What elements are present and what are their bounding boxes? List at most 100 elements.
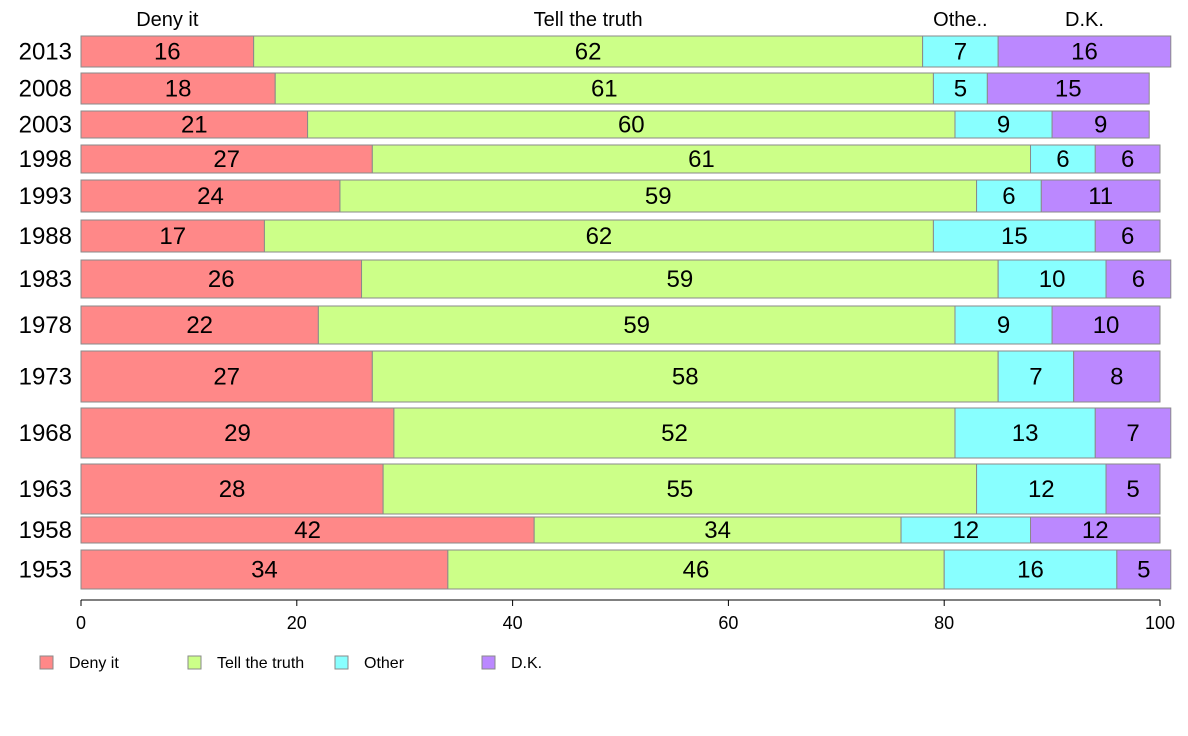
bar-2003-tell-the-truth: [307, 110, 956, 139]
data-label-1958-deny-it: 42: [294, 517, 321, 544]
legend-label-deny-it: Deny it: [69, 655, 119, 672]
bar-1958-deny-it: [80, 516, 535, 544]
data-label-1953-other: 16: [1017, 557, 1044, 584]
data-label-1968-other: 13: [1012, 420, 1039, 447]
bar-1998-tell-the-truth: [371, 144, 1032, 174]
data-label-1983-other: 10: [1039, 266, 1066, 293]
bar-2003-d-k-: [1051, 110, 1150, 139]
bar-1993-tell-the-truth: [339, 179, 978, 213]
bar-1993-other: [976, 179, 1042, 213]
bar-1983-other: [997, 259, 1107, 299]
data-label-2013-tell-the-truth: 62: [575, 39, 602, 66]
bar-1968-d-k-: [1094, 407, 1172, 459]
data-label-1998-tell-the-truth: 61: [688, 146, 715, 173]
x-tick-label-20: 20: [287, 613, 307, 633]
y-tick-label-1978: 1978: [19, 312, 72, 339]
data-label-1973-other: 7: [1029, 364, 1042, 391]
bar-1988-other: [932, 219, 1096, 253]
legend-label-other: Other: [364, 655, 405, 672]
y-tick-label-1983: 1983: [19, 266, 72, 293]
data-label-1978-d-k-: 10: [1093, 312, 1120, 339]
data-label-1963-deny-it: 28: [219, 476, 246, 503]
data-label-1973-d-k-: 8: [1110, 364, 1123, 391]
legend-label-tell-the-truth: Tell the truth: [217, 655, 304, 672]
y-tick-label-1993: 1993: [19, 183, 72, 210]
bar-1953-other: [943, 549, 1118, 590]
data-label-1998-d-k-: 6: [1121, 146, 1134, 173]
data-label-1978-tell-the-truth: 59: [623, 312, 650, 339]
bar-1953-deny-it: [80, 549, 449, 590]
data-label-1958-d-k-: 12: [1082, 517, 1109, 544]
data-label-2003-d-k-: 9: [1094, 112, 1107, 139]
data-label-1983-tell-the-truth: 59: [666, 266, 693, 293]
data-label-2008-d-k-: 15: [1055, 76, 1082, 103]
bar-1998-d-k-: [1094, 144, 1161, 174]
data-label-1988-tell-the-truth: 62: [586, 223, 613, 250]
data-label-1993-other: 6: [1002, 183, 1015, 210]
bar-1953-d-k-: [1116, 549, 1172, 590]
bar-1978-deny-it: [80, 305, 319, 345]
bar-2013-tell-the-truth: [253, 35, 924, 68]
y-tick-label-2003: 2003: [19, 112, 72, 139]
data-label-2008-other: 5: [954, 76, 967, 103]
bar-1963-deny-it: [80, 463, 384, 515]
x-tick-label-60: 60: [718, 613, 738, 633]
legend-swatch-other: [334, 655, 349, 670]
bar-1968-other: [954, 407, 1096, 459]
bar-2013-d-k-: [997, 35, 1172, 68]
y-tick-label-1973: 1973: [19, 364, 72, 391]
data-label-1978-deny-it: 22: [186, 312, 213, 339]
bar-1973-other: [997, 350, 1075, 403]
legend-swatch-tell-the-truth: [187, 655, 202, 670]
bar-1993-d-k-: [1040, 179, 1161, 213]
bar-1983-deny-it: [80, 259, 363, 299]
bar-1978-d-k-: [1051, 305, 1161, 345]
bar-1963-d-k-: [1105, 463, 1161, 515]
column-header-3: D.K.: [1065, 9, 1104, 31]
bar-1983-d-k-: [1105, 259, 1172, 299]
data-label-1953-deny-it: 34: [251, 557, 278, 584]
data-label-1983-deny-it: 26: [208, 266, 235, 293]
data-label-1963-d-k-: 5: [1126, 476, 1139, 503]
bar-1973-d-k-: [1073, 350, 1161, 403]
legend-swatch-deny-it: [39, 655, 54, 670]
data-label-1988-d-k-: 6: [1121, 223, 1134, 250]
y-tick-label-1968: 1968: [19, 420, 72, 447]
bar-2008-other: [932, 72, 988, 105]
data-label-1998-deny-it: 27: [213, 146, 240, 173]
bar-1988-tell-the-truth: [263, 219, 934, 253]
bar-1973-tell-the-truth: [371, 350, 999, 403]
data-label-1973-deny-it: 27: [213, 364, 240, 391]
column-header-2: Othe..: [933, 9, 987, 31]
bar-1958-other: [900, 516, 1032, 544]
bar-1988-d-k-: [1094, 219, 1161, 253]
bar-1978-other: [954, 305, 1053, 345]
data-label-1953-tell-the-truth: 46: [683, 557, 710, 584]
x-tick-label-0: 0: [76, 613, 86, 633]
data-label-2008-tell-the-truth: 61: [591, 76, 618, 103]
y-tick-label-2013: 2013: [19, 39, 72, 66]
y-tick-label-1953: 1953: [19, 557, 72, 584]
bar-2013-other: [922, 35, 999, 68]
data-label-1983-d-k-: 6: [1132, 266, 1145, 293]
bar-1958-tell-the-truth: [533, 516, 902, 544]
bar-1993-deny-it: [80, 179, 341, 213]
x-tick-label-100: 100: [1145, 613, 1175, 633]
data-label-1968-d-k-: 7: [1126, 420, 1139, 447]
bar-1963-other: [976, 463, 1107, 515]
bar-1998-deny-it: [80, 144, 373, 174]
x-tick-label-80: 80: [934, 613, 954, 633]
data-label-1968-deny-it: 29: [224, 420, 251, 447]
bar-2008-d-k-: [986, 72, 1150, 105]
bar-2008-tell-the-truth: [274, 72, 934, 105]
legend-label-d-k-: D.K.: [511, 655, 542, 672]
data-label-1998-other: 6: [1056, 146, 1069, 173]
data-label-2003-deny-it: 21: [181, 112, 208, 139]
bar-2008-deny-it: [80, 72, 276, 105]
data-label-1963-other: 12: [1028, 476, 1055, 503]
bar-1988-deny-it: [80, 219, 265, 253]
data-label-2003-tell-the-truth: 60: [618, 112, 645, 139]
data-label-2013-deny-it: 16: [154, 39, 181, 66]
